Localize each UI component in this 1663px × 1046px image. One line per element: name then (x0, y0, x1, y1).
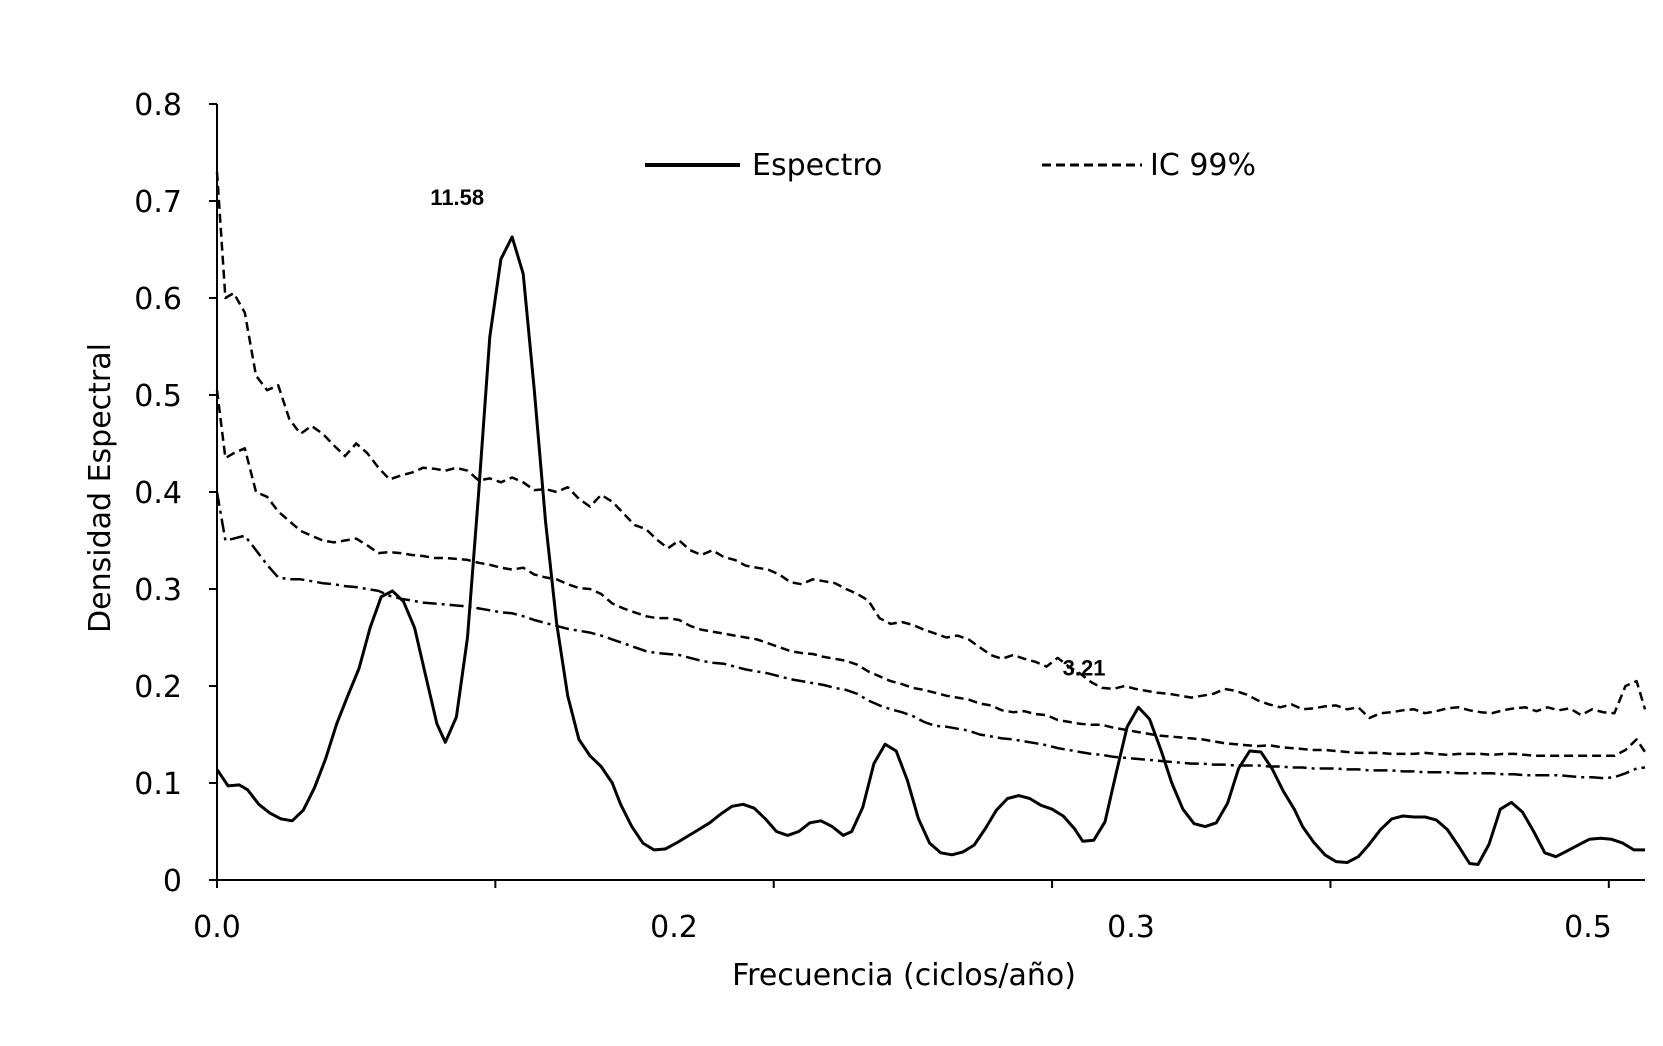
x-axis-title: Frecuencia (ciclos/año) (732, 958, 1076, 993)
y-tick-label: 0.8 (134, 88, 182, 123)
series-line-0 (215, 235, 1645, 866)
peak-annotation: 11.58 (430, 185, 484, 210)
y-tick-label: 0.7 (134, 185, 182, 220)
y-tick-label: 0.4 (134, 476, 182, 511)
y-tick-label: 0.3 (134, 573, 182, 608)
x-tick-label: 0.2 (650, 910, 698, 945)
y-tick-label: 0.2 (134, 670, 182, 705)
y-tick-label: 0.6 (134, 282, 182, 317)
y-axis-title: Densidad Espectral (83, 343, 118, 633)
series-line-2 (215, 390, 1647, 758)
legend: Espectro IC 99% (645, 148, 1256, 183)
series-line-3 (215, 491, 1646, 780)
y-tick-label: 0 (163, 864, 182, 899)
x-tick-label: 0.0 (193, 910, 241, 945)
annotations: 11.58 3.21 (430, 185, 1105, 680)
peak-annotation: 3.21 (1063, 655, 1106, 680)
legend-label-espectro: Espectro (752, 148, 882, 183)
x-tick-label: 0.5 (1564, 910, 1612, 945)
series-layer (215, 171, 1647, 866)
y-tick-label: 0.1 (134, 767, 182, 802)
series-line-1 (215, 171, 1647, 720)
x-tick-label: 0.3 (1107, 910, 1155, 945)
y-tick-label: 0.5 (134, 379, 182, 414)
legend-label-ic99: IC 99% (1150, 148, 1256, 183)
axes: 0 0.1 0.2 0.3 0.4 0.5 0.6 0.7 0.8 0.0 0.2 0.3 0.5 (134, 88, 1645, 945)
